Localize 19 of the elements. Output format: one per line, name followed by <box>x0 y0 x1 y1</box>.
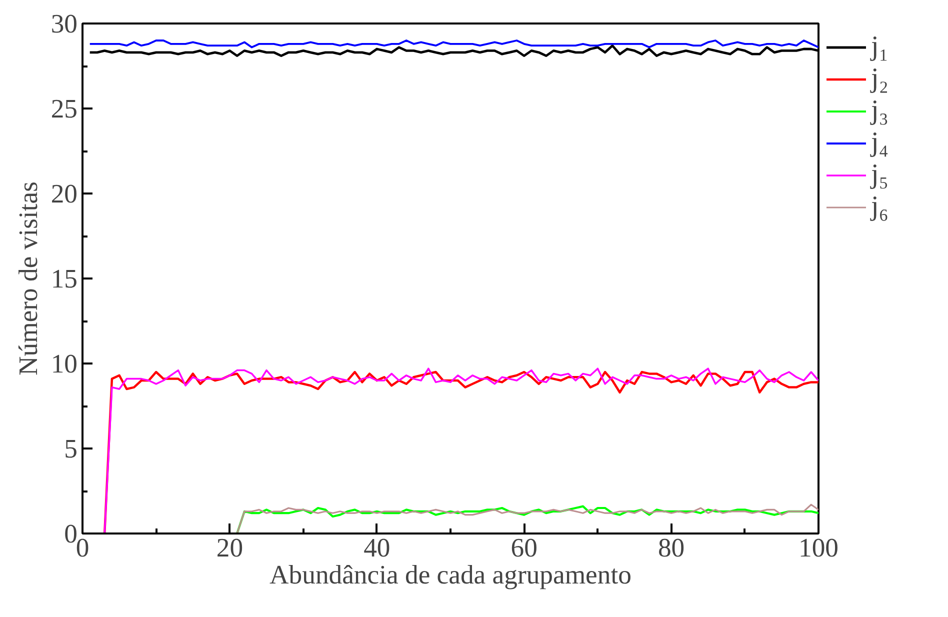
y-tick-label: 25 <box>50 94 78 124</box>
legend-label: j₃ <box>871 95 890 127</box>
x-tick-label: 20 <box>216 532 244 562</box>
legend-label: j₄ <box>871 127 890 159</box>
x-tick-label: 40 <box>364 532 390 562</box>
x-tick-label: 80 <box>658 532 685 562</box>
y-axis-title: Número de visitas <box>12 182 43 376</box>
y-tick-label: 20 <box>50 178 78 208</box>
legend-label: j₆ <box>871 191 890 223</box>
y-tick-label: 5 <box>64 434 78 464</box>
y-tick-label: 15 <box>50 264 78 294</box>
x-tick-label: 60 <box>510 532 538 562</box>
x-tick-label: 100 <box>798 532 838 562</box>
y-tick-label: 30 <box>50 8 78 38</box>
legend-label: j₂ <box>871 63 890 95</box>
x-axis-title: Abundância de cada agrupamento <box>270 560 632 590</box>
legend-label: j₁ <box>871 31 890 63</box>
legend-label: j₅ <box>871 159 890 191</box>
y-tick-label: 10 <box>50 348 78 378</box>
